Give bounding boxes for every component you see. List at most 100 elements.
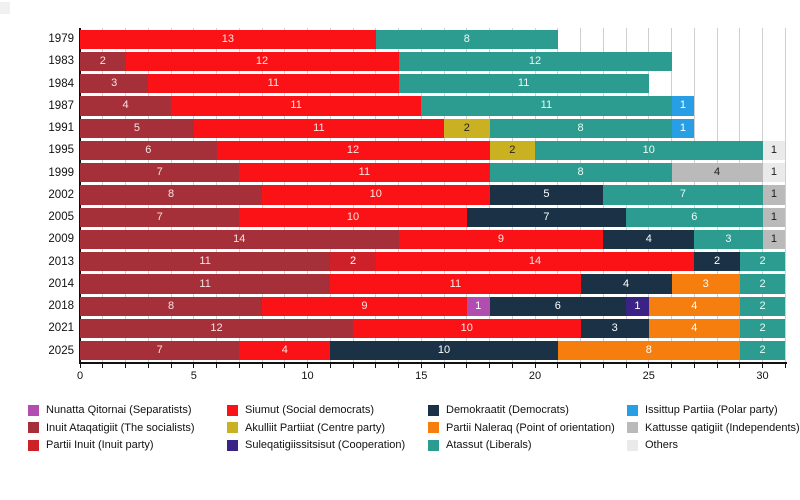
bar-segment: 4 [648,296,740,316]
bar-segment: 6 [626,207,763,227]
legend-item: Nunatta Qitornai (Separatists) [28,404,192,416]
legend-item: Akulliit Partiiat (Centre party) [227,422,385,434]
bar-row: 7 4 10 8 2 [80,341,786,361]
legend-swatch-akulliit [227,422,238,433]
x-axis-tick [762,364,763,368]
year-label: 2025 [48,344,74,357]
year-label: 1984 [48,77,74,90]
bar-segment: 8 [80,296,262,316]
legend-swatch-kattusseqatigiit [627,422,638,433]
bar-segment: 8 [557,341,740,361]
x-axis-tick [329,364,331,368]
legend-label: Others [645,439,679,451]
bar-segment: 2 [739,319,786,339]
bar-segment: 6 [80,140,217,161]
x-axis-tick [307,364,308,368]
bar-row: 11 11 4 3 2 [80,274,786,294]
bar-segment: 11 [239,163,490,183]
bar-segment: 7 [80,341,240,361]
x-axis-tick [170,364,172,368]
x-axis-tick-label: 25 [642,370,655,382]
bar-segment: 9 [262,296,467,316]
y-axis-line [79,28,81,362]
bar-segment: 3 [694,229,763,250]
bar-segment: 1 [762,185,786,205]
bar-segment: 4 [671,163,763,183]
legend-swatch-siumut [227,404,238,416]
bar-row: 4 11 11 1 [80,96,695,116]
bar-segment: 1 [671,96,695,116]
legend-label: Suleqatigiissitsisut (Cooperation) [245,439,406,451]
bar-row: 2 12 12 [80,51,672,71]
x-axis-tick [511,364,513,368]
bar-segment: 10 [535,140,763,161]
bar-segment: 2 [489,140,535,161]
bar-segment: 1 [671,118,695,138]
plot-area: 0 5 10 15 20 25 30 1979 1983 1984 1987 1991 1995 199… [48,28,788,382]
bar-segment: 14 [80,229,399,250]
x-axis-tick [284,364,286,368]
bar-segment: 1 [466,296,490,316]
x-axis-tick [602,364,604,368]
x-axis-tick [193,364,195,368]
corner-artifact [0,2,10,14]
gridline [784,28,786,362]
legend-item: Partii Inuit (Inuit party) [28,439,154,451]
x-axis-tick [238,364,240,368]
legend-item: Suleqatigiissitsisut (Cooperation) [227,439,405,451]
legend-label: Partii Inuit (Inuit party) [46,439,154,451]
x-axis-tick-label: 5 [190,370,197,382]
legend: Nunatta Qitornai (Separatists) Inuit Ataq… [0,0,800,451]
x-axis-tick [671,364,672,368]
bar-segment: 13 [80,29,376,49]
bar-segment: 12 [80,319,353,339]
x-axis-tick-label: 10 [301,370,314,382]
bar-segment: 2 [739,274,786,294]
bar-segment: 8 [80,185,262,205]
legend-label: Partii Naleraq (Point of orientation) [446,421,615,434]
bar-segment: 8 [489,118,672,138]
x-axis-tick [375,364,377,368]
bar-segment: 10 [239,207,467,227]
year-label: 2013 [48,255,74,268]
bar-segment: 4 [239,341,331,361]
bar-segment: 2 [80,51,126,71]
x-axis-tick [261,364,263,368]
year-label: 1991 [48,122,74,135]
bar-segment: 3 [580,319,649,339]
x-axis-tick [648,364,650,368]
x-axis-tick-label: 20 [528,370,542,382]
bar-segment: 11 [421,96,672,116]
x-axis-tick [466,364,468,368]
x-axis-tick [784,364,786,368]
bar-segment: 4 [648,319,740,339]
year-label: 1979 [48,33,74,45]
year-label: 2005 [48,211,74,224]
bar-segment: 2 [739,341,786,361]
x-axis-tick [443,364,445,368]
x-axis-line [79,362,787,364]
year-label: 2002 [48,188,74,201]
bar-segment: 2 [739,252,786,272]
bar-segment: 4 [580,274,672,294]
bar-segment: 12 [125,51,399,71]
legend-swatch-demokraatit [428,404,439,416]
x-axis-tick [398,364,399,368]
bar-row: 14 9 4 3 1 [80,229,786,250]
year-label: 1999 [48,166,74,179]
bar-segment: 11 [171,96,422,116]
bar-segment: 3 [80,74,149,94]
x-axis-tick [79,364,81,368]
x-axis-tick [489,364,490,368]
x-axis-tick [125,364,126,368]
year-label: 2021 [48,322,74,335]
legend-item: Issittup Partiia (Polar party) [627,404,778,416]
bar-row: 11 2 14 2 2 [80,252,786,272]
bar-segment: 12 [398,51,672,71]
legend-item: Atassut (Liberals) [428,439,532,451]
x-axis-tick [216,364,217,368]
legend-item: Partii Naleraq (Point of orientation) [428,422,615,434]
legend-swatch-nunatta_qitornai [28,404,39,416]
bar-row: 7 10 7 6 1 [80,207,786,227]
